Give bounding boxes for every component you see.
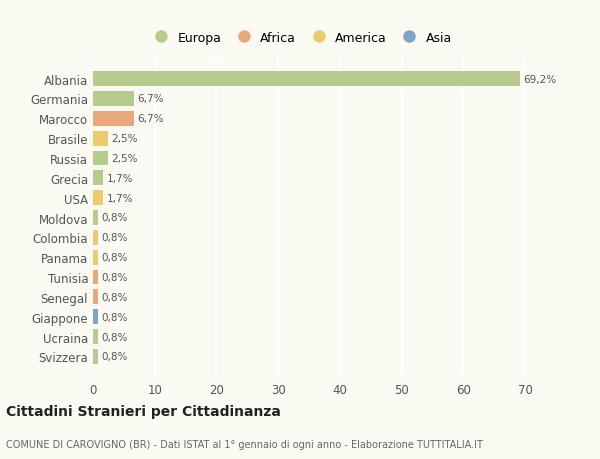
Bar	[93, 92, 134, 106]
Bar	[93, 112, 134, 126]
Bar	[93, 349, 98, 364]
Bar	[93, 151, 109, 166]
Text: 69,2%: 69,2%	[523, 74, 556, 84]
Bar	[93, 131, 109, 146]
Legend: Europa, Africa, America, Asia: Europa, Africa, America, Asia	[149, 32, 452, 45]
Text: 0,8%: 0,8%	[101, 252, 127, 263]
Text: 0,8%: 0,8%	[101, 273, 127, 282]
Text: COMUNE DI CAROVIGNO (BR) - Dati ISTAT al 1° gennaio di ogni anno - Elaborazione : COMUNE DI CAROVIGNO (BR) - Dati ISTAT al…	[6, 440, 483, 449]
Bar	[93, 171, 103, 186]
Text: Cittadini Stranieri per Cittadinanza: Cittadini Stranieri per Cittadinanza	[6, 404, 281, 419]
Bar	[93, 310, 98, 325]
Bar	[93, 72, 520, 87]
Text: 1,7%: 1,7%	[107, 193, 133, 203]
Bar	[93, 290, 98, 305]
Bar	[93, 330, 98, 344]
Bar	[93, 230, 98, 245]
Text: 0,8%: 0,8%	[101, 352, 127, 362]
Text: 1,7%: 1,7%	[107, 174, 133, 184]
Text: 0,8%: 0,8%	[101, 233, 127, 243]
Bar	[93, 250, 98, 265]
Text: 2,5%: 2,5%	[112, 134, 138, 144]
Text: 6,7%: 6,7%	[137, 114, 164, 124]
Text: 2,5%: 2,5%	[112, 154, 138, 163]
Text: 0,8%: 0,8%	[101, 332, 127, 342]
Bar	[93, 270, 98, 285]
Bar	[93, 191, 103, 206]
Text: 0,8%: 0,8%	[101, 213, 127, 223]
Text: 0,8%: 0,8%	[101, 292, 127, 302]
Text: 6,7%: 6,7%	[137, 94, 164, 104]
Text: 0,8%: 0,8%	[101, 312, 127, 322]
Bar	[93, 211, 98, 225]
